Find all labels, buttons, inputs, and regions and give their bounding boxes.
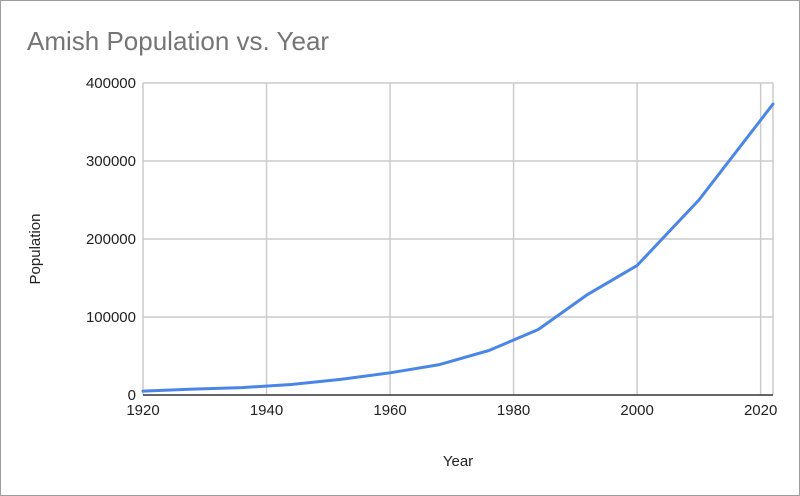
population-series-line <box>141 102 775 393</box>
x-tick-label: 2000 <box>620 402 653 419</box>
x-axis-ticks: 1920 1940 1960 1980 2000 2020 <box>126 402 777 419</box>
x-tick-label: 1940 <box>250 402 283 419</box>
y-tick-label: 300000 <box>86 153 136 170</box>
x-tick-label: 1980 <box>497 402 530 419</box>
x-tick-label: 1920 <box>126 402 159 419</box>
y-tick-label: 400000 <box>86 75 136 92</box>
x-tick-label: 1960 <box>373 402 406 419</box>
y-tick-label: 100000 <box>86 309 136 326</box>
y-axis-label: Population <box>27 214 44 285</box>
gridlines <box>142 82 774 395</box>
x-tick-label: 2020 <box>744 402 777 419</box>
y-tick-label: 0 <box>128 387 136 404</box>
y-axis-ticks: 0 100000 200000 300000 400000 <box>86 75 136 404</box>
y-tick-label: 200000 <box>86 231 136 248</box>
chart-title: Amish Population vs. Year <box>27 26 330 56</box>
x-axis-label: Year <box>443 453 473 470</box>
